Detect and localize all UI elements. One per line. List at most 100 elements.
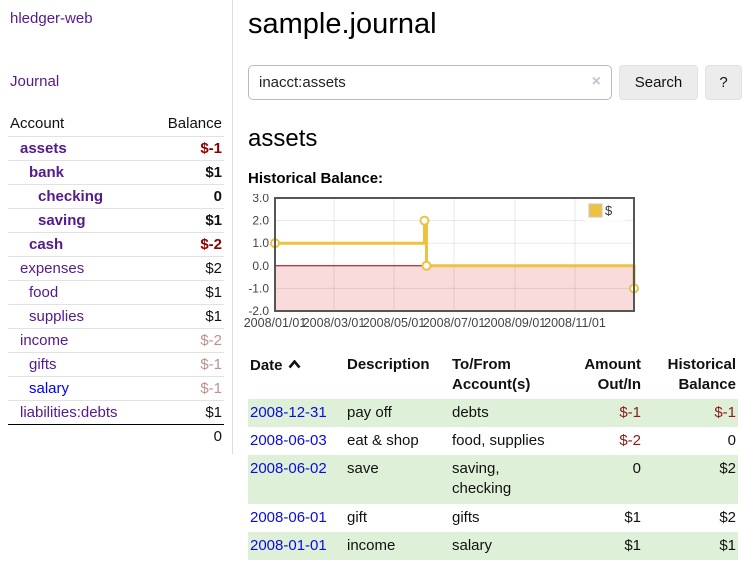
transaction-date-link[interactable]: 2008-01-01 xyxy=(250,536,327,554)
historical-balance-chart[interactable]: $3.0 2.0 1.0 0.0 -1.0 -2.0 2008/01/01 2008/03/0… xyxy=(242,194,642,336)
date-column-header[interactable]: Date xyxy=(248,352,345,399)
account-link-expenses[interactable]: expenses xyxy=(20,260,85,277)
accounts-total-balance: 0 xyxy=(213,428,222,445)
transaction-amount: $-2 xyxy=(619,431,641,449)
transaction-balance: $2 xyxy=(719,508,736,526)
account-row: assets $-1 xyxy=(8,136,224,161)
balance-column-header: Historical Balance xyxy=(667,356,736,394)
account-link-assets[interactable]: assets xyxy=(20,140,67,157)
sidebar: hledger-web Journal Account Balance asse… xyxy=(0,0,233,454)
transaction-amount: $1 xyxy=(624,536,641,554)
account-balance: $1 xyxy=(205,212,222,229)
account-row: checking 0 xyxy=(8,184,224,209)
register-row[interactable]: 2008-06-01 gift gifts $1 $2 xyxy=(248,504,738,532)
chart-title: Historical Balance: xyxy=(248,170,384,187)
svg-text:-2.0: -2.0 xyxy=(248,304,269,318)
account-link-saving[interactable]: saving xyxy=(38,212,86,229)
register-row[interactable]: 2008-01-01 income salary $1 $1 xyxy=(248,531,738,560)
transaction-date-link[interactable]: 2008-06-02 xyxy=(250,460,327,477)
svg-text:2008/05/01: 2008/05/01 xyxy=(363,316,426,330)
transaction-accounts: gifts xyxy=(452,508,480,526)
account-link-checking[interactable]: checking xyxy=(38,188,104,205)
transaction-accounts: food, supplies xyxy=(452,431,545,449)
balance-column-header: Balance xyxy=(167,115,222,132)
help-button[interactable]: ? xyxy=(705,65,742,100)
account-link-bank[interactable]: bank xyxy=(29,164,65,181)
transaction-date-link[interactable]: 2008-06-01 xyxy=(250,508,327,526)
account-row: cash $-2 xyxy=(8,232,224,257)
account-row: bank $1 xyxy=(8,160,224,185)
svg-text:1.0: 1.0 xyxy=(252,236,269,250)
transaction-description: eat & shop xyxy=(347,431,419,449)
transaction-accounts: saving, checking xyxy=(452,460,512,498)
accounts-table-header: Account Balance xyxy=(8,112,224,137)
account-balance: $-1 xyxy=(200,380,222,397)
sort-ascending-icon xyxy=(288,355,301,375)
register-row[interactable]: 2008-06-03 eat & shop food, supplies $-2… xyxy=(248,427,738,455)
search-button[interactable]: Search xyxy=(619,65,698,100)
svg-text:2008/01/01: 2008/01/01 xyxy=(244,316,307,330)
account-balance: 0 xyxy=(213,188,222,205)
amount-column-header: Amount Out/In xyxy=(584,356,641,394)
transaction-accounts: salary xyxy=(452,536,493,554)
account-balance: $1 xyxy=(205,284,222,301)
account-row: food $1 xyxy=(8,280,224,305)
main-content: sample.journal × Search ? assets Histori… xyxy=(244,0,742,560)
account-balance: $-2 xyxy=(200,332,222,349)
transaction-date-link[interactable]: 2008-12-31 xyxy=(250,403,327,421)
page-title: sample.journal xyxy=(248,8,437,40)
svg-text:2008/03/01: 2008/03/01 xyxy=(303,316,366,330)
account-link-cash[interactable]: cash xyxy=(29,236,64,253)
transaction-description: save xyxy=(347,460,379,477)
transaction-amount: $-1 xyxy=(619,403,641,421)
clear-search-icon[interactable]: × xyxy=(591,73,601,90)
account-balance: $1 xyxy=(205,308,222,325)
svg-text:$: $ xyxy=(605,203,613,218)
transaction-accounts: debts xyxy=(452,403,489,421)
transaction-balance: $-1 xyxy=(714,403,736,421)
account-balance: $1 xyxy=(205,164,222,181)
account-row: liabilities:debts $1 xyxy=(8,400,224,425)
register-row[interactable]: 2008-12-31 pay off debts $-1 $-1 xyxy=(248,398,738,427)
svg-text:2008/07/01: 2008/07/01 xyxy=(423,316,486,330)
svg-text:0.0: 0.0 xyxy=(252,259,269,273)
search-input[interactable] xyxy=(248,65,612,100)
search-bar: × Search ? xyxy=(248,65,742,100)
account-link-income[interactable]: income xyxy=(20,332,69,349)
accounts-table: Account Balance assets $-1 bank $1 check… xyxy=(8,112,224,448)
account-row: income $-2 xyxy=(8,328,224,353)
account-link-supplies[interactable]: supplies xyxy=(29,308,85,325)
svg-text:-1.0: -1.0 xyxy=(248,281,269,295)
account-link-salary[interactable]: salary xyxy=(29,380,70,397)
account-row: expenses $2 xyxy=(8,256,224,281)
accounts-total-row: 0 xyxy=(8,424,224,449)
accounts-column-header: To/From Account(s) xyxy=(452,356,531,394)
search-input-wrap: × xyxy=(248,65,612,100)
transaction-balance: $1 xyxy=(719,536,736,554)
app-title-link[interactable]: hledger-web xyxy=(10,10,93,27)
transaction-amount: $1 xyxy=(624,508,641,526)
svg-text:2.0: 2.0 xyxy=(252,214,269,228)
account-row: gifts $-1 xyxy=(8,352,224,377)
nav-journal-link[interactable]: Journal xyxy=(10,73,60,90)
account-row: saving $1 xyxy=(8,208,224,233)
account-column-header: Account xyxy=(10,115,65,132)
transaction-amount: 0 xyxy=(632,460,641,477)
account-balance: $-2 xyxy=(200,236,222,253)
svg-text:3.0: 3.0 xyxy=(252,194,269,205)
transaction-balance: $2 xyxy=(719,460,736,477)
transaction-description: income xyxy=(347,536,396,554)
register-row[interactable]: 2008-06-02 save saving, checking 0 $2 xyxy=(248,455,738,504)
register-table: Date Description To/From Account(s) Amou… xyxy=(248,352,738,560)
transaction-description: gift xyxy=(347,508,368,526)
account-balance: $1 xyxy=(205,404,222,421)
account-balance: $2 xyxy=(205,260,222,277)
svg-text:2008/11/01: 2008/11/01 xyxy=(544,316,606,330)
description-column-header: Description xyxy=(347,356,430,373)
account-link-liabilities-debts[interactable]: liabilities:debts xyxy=(20,404,118,421)
account-link-gifts[interactable]: gifts xyxy=(29,356,57,373)
account-link-food[interactable]: food xyxy=(29,284,59,301)
transaction-date-link[interactable]: 2008-06-03 xyxy=(250,431,327,449)
transaction-balance: 0 xyxy=(727,431,736,449)
